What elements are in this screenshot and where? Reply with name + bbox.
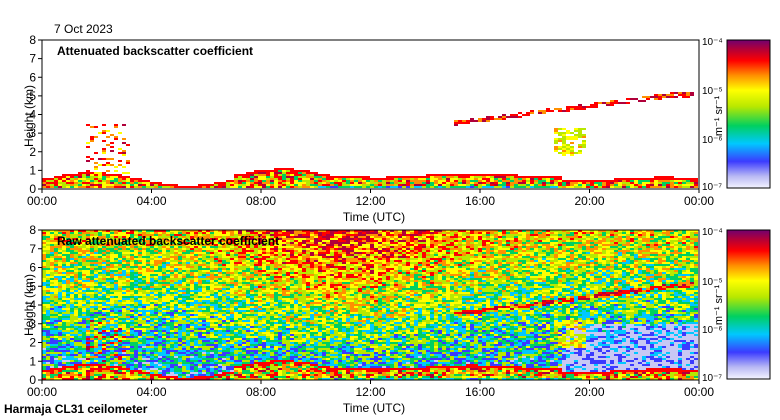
heatmap-top (42, 92, 698, 188)
panel-raw: Raw attenuated backscatter coefficient 0… (22, 223, 714, 415)
y-tick-label: 7 (29, 52, 36, 66)
x-axis-label-top: Time (UTC) (343, 210, 405, 224)
x-ticks-top: 00:00 04:00 08:00 12:00 16:00 20:00 00:00 (27, 189, 714, 208)
y-tick-label: 0 (29, 373, 36, 387)
y-tick-label: 8 (29, 33, 36, 47)
x-tick-label: 12:00 (355, 194, 385, 208)
y-ticks-top: 0 1 2 3 4 5 6 7 8 (29, 33, 42, 196)
date-label: 7 Oct 2023 (54, 22, 113, 36)
chart-title-bottom: Raw attenuated backscatter coefficient (57, 234, 279, 248)
x-tick-label: 00:00 (27, 194, 57, 208)
x-tick-label: 08:00 (246, 194, 276, 208)
x-tick-label: 04:00 (136, 194, 166, 208)
colorbar-tick-top-0: 10⁻⁴ (702, 37, 723, 48)
x-tick-label: 12:00 (355, 385, 385, 399)
y-tick-label: 1 (29, 163, 36, 177)
y-tick-label: 4 (29, 108, 36, 122)
x-tick-label: 08:00 (246, 385, 276, 399)
colorbar-tick-top-2: 10⁻⁶ (702, 135, 723, 146)
y-tick-label: 3 (29, 317, 36, 331)
heatmap-bottom (42, 230, 698, 380)
colorbar-tick-bottom-0: 10⁻⁴ (702, 227, 723, 238)
x-tick-label: 16:00 (465, 385, 495, 399)
x-axis-label-bottom: Time (UTC) (343, 401, 405, 415)
x-tick-label: 04:00 (136, 385, 166, 399)
y-tick-label: 2 (29, 336, 36, 350)
y-ticks-bottom: 0 1 2 3 4 5 6 7 8 (29, 223, 42, 387)
y-tick-label: 1 (29, 354, 36, 368)
colorbar-gradient-bottom (726, 229, 771, 380)
y-tick-label: 2 (29, 145, 36, 159)
y-tick-label: 7 (29, 242, 36, 256)
y-axis-label-top: Height (km) (22, 85, 36, 147)
y-tick-label: 5 (29, 279, 36, 293)
x-tick-label: 00:00 (684, 194, 714, 208)
y-tick-label: 0 (29, 182, 36, 196)
x-ticks-bottom: 00:00 04:00 08:00 12:00 16:00 20:00 00:00 (27, 380, 714, 399)
colorbar-tick-bottom-2: 10⁻⁶ (702, 325, 723, 336)
x-tick-label: 20:00 (574, 194, 604, 208)
colorbar-gradient-top (726, 39, 771, 189)
y-tick-label: 4 (29, 298, 36, 312)
y-tick-label: 8 (29, 223, 36, 237)
panel-attenuated: Attenuated backscatter coefficient 0 1 2 3 4… (22, 33, 714, 224)
x-tick-label: 00:00 (27, 385, 57, 399)
colorbar-top: 10⁻⁴ 10⁻⁵ 10⁻⁶ 10⁻⁷ m⁻¹ sr⁻¹ (702, 37, 771, 193)
x-tick-label: 16:00 (465, 194, 495, 208)
x-tick-label: 20:00 (574, 385, 604, 399)
y-tick-label: 3 (29, 126, 36, 140)
colorbar-tick-top-1: 10⁻⁵ (702, 86, 723, 97)
colorbar-tick-bottom-3: 10⁻⁷ (702, 373, 722, 384)
station-label: Harmaja CL31 ceilometer (4, 402, 148, 416)
y-tick-label: 6 (29, 261, 36, 275)
colorbar-tick-top-3: 10⁻⁷ (702, 182, 722, 193)
y-axis-label-bottom: Height (km) (22, 274, 36, 336)
y-tick-label: 5 (29, 89, 36, 103)
colorbar-unit-top: m⁻¹ sr⁻¹ (713, 96, 725, 137)
plot-area-top (42, 40, 699, 189)
colorbar-tick-bottom-1: 10⁻⁵ (702, 277, 723, 288)
colorbar-bottom: 10⁻⁴ 10⁻⁵ 10⁻⁶ 10⁻⁷ m⁻¹ sr⁻¹ (702, 227, 771, 384)
x-tick-label: 00:00 (684, 385, 714, 399)
y-tick-label: 6 (29, 70, 36, 84)
chart-title-top: Attenuated backscatter coefficient (57, 44, 253, 58)
colorbar-unit-bottom: m⁻¹ sr⁻¹ (713, 285, 725, 326)
